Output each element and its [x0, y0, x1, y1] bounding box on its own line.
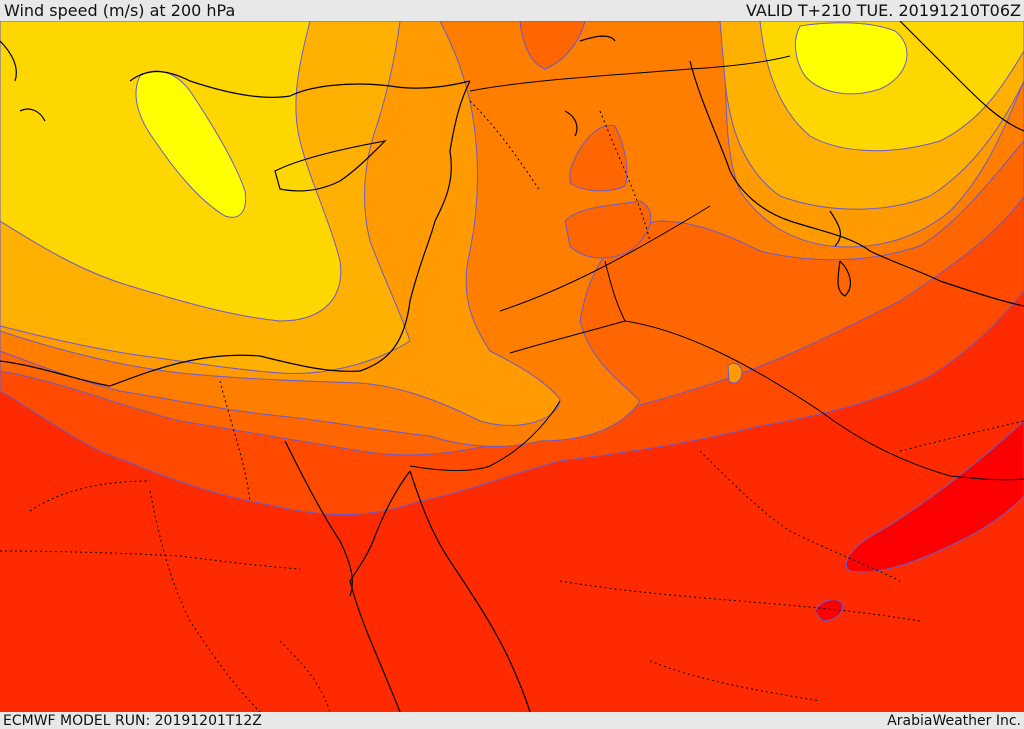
- wind-core-east: [794, 22, 908, 95]
- wind-band-7-patch-top: [519, 21, 586, 70]
- wind-core-west: [135, 70, 247, 218]
- coastlines: [0, 21, 1024, 712]
- credit-label: ArabiaWeather Inc.: [887, 712, 1021, 729]
- wind-core-southeast: [845, 420, 1024, 573]
- wind-speed-map: [0, 21, 1024, 712]
- map-title: Wind speed (m/s) at 200 hPa: [4, 0, 236, 20]
- map-footer: ECMWF MODEL RUN: 20191201T12Z ArabiaWeat…: [0, 712, 1024, 729]
- map-header: Wind speed (m/s) at 200 hPa VALID T+210 …: [0, 0, 1024, 21]
- valid-time-label: VALID T+210 TUE. 20191210T06Z: [745, 0, 1021, 20]
- wind-band-6-patch-north: [569, 124, 628, 192]
- wind-core-southeast-small: [814, 599, 844, 622]
- wind-band-6-patch: [564, 200, 652, 259]
- province-boundaries: [0, 100, 1024, 712]
- model-run-label: ECMWF MODEL RUN: 20191201T12Z: [3, 712, 262, 729]
- country-borders: [409, 55, 1024, 481]
- wind-patch-light-small: [727, 362, 743, 384]
- wind-speed-field: [0, 21, 1024, 712]
